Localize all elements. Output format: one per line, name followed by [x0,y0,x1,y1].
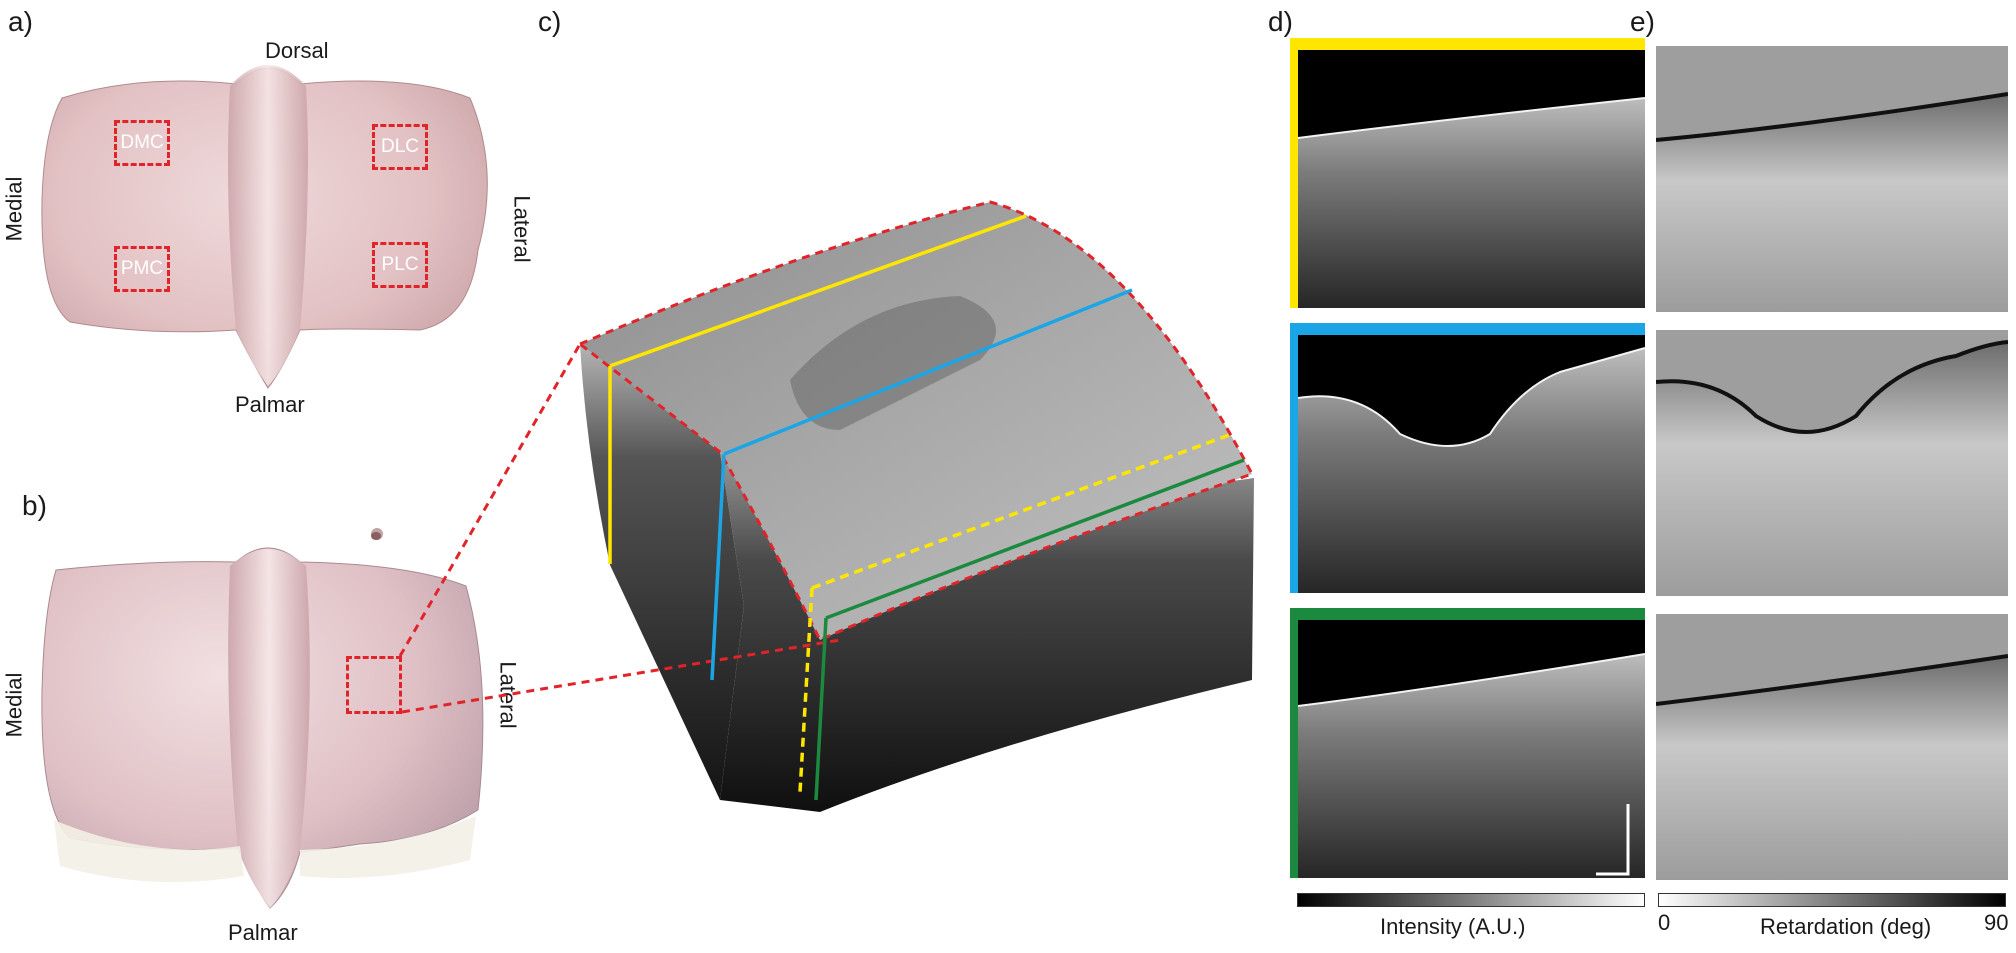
intensity-colorbar [1297,893,1645,907]
panel-label-b: b) [22,490,47,521]
panel-label-a: a) [8,6,33,37]
panel-e-bscans [1656,46,2008,880]
retardation-colorbar-max: 90 [1984,910,2009,935]
panel-c-oct-volume [398,200,1255,812]
panel-label-d: d) [1268,6,1293,37]
panel-d-bscans [1290,38,1646,878]
panel-a-palmar-label: Palmar [235,392,305,417]
panel-b-palmar-label: Palmar [228,920,298,945]
panel-label-e: e) [1630,6,1655,37]
roi-dlc: DLC [372,124,428,170]
intensity-colorbar-label: Intensity (A.U.) [1380,914,1526,939]
retardation-colorbar-label: Retardation (deg) [1760,914,1932,939]
retardation-colorbar [1658,893,2006,907]
panel-a-photo [41,65,488,389]
panel-label-c: c) [538,6,562,37]
roi-plc: PLC [372,242,428,288]
panel-a-dorsal-label: Dorsal [265,38,329,63]
retardation-colorbar-min: 0 [1658,910,1671,935]
roi-pmc: PMC [114,246,170,292]
roi-dmc: DMC [114,120,170,166]
roi-lesion [346,656,402,714]
panel-b-photo [41,528,484,909]
